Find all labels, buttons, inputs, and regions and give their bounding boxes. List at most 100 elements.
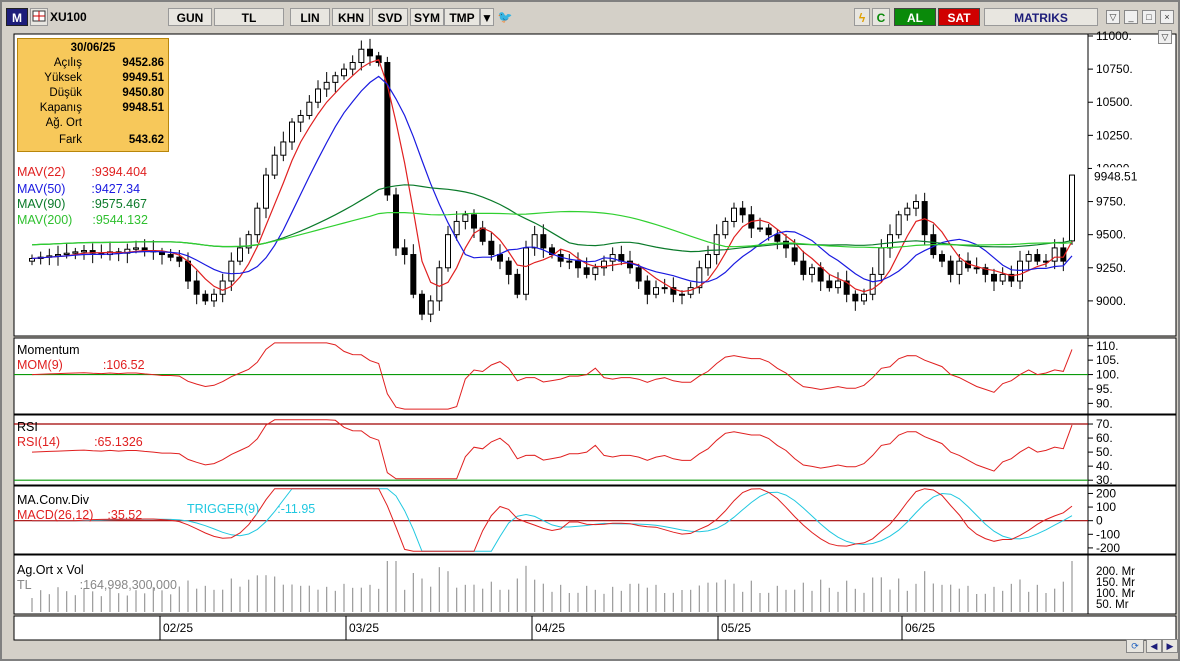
price-tick-label: 9250.	[1096, 261, 1126, 275]
mav200-line	[31, 210, 1073, 249]
volume-value: :164,998,300,000	[79, 578, 177, 592]
candle-body	[878, 247, 885, 275]
grid-icon[interactable]	[30, 8, 48, 26]
rsi-tick-label: 60.	[1096, 431, 1113, 445]
mav50-label: MAV(50)	[17, 182, 66, 196]
candle-body	[575, 260, 581, 269]
candle-body	[193, 280, 200, 295]
info-value: 543.62	[128, 134, 164, 146]
candle-body	[531, 234, 538, 249]
lightning-icon[interactable]: ϟ	[854, 8, 870, 26]
candle-body	[826, 280, 833, 289]
rsi-tick-label: 50.	[1096, 445, 1113, 459]
candle-body	[774, 234, 781, 242]
candle-body	[202, 293, 209, 302]
lin-button[interactable]: LIN	[290, 8, 330, 26]
vol-axis-frame	[1087, 554, 1177, 615]
refresh-icon[interactable]: C	[872, 8, 890, 26]
trigger-value: :-11.95	[277, 502, 316, 516]
khn-button[interactable]: KHN	[332, 8, 370, 26]
mav50-value: :9427.34	[91, 182, 141, 196]
currency-button[interactable]: TL	[214, 8, 284, 26]
candle-body	[254, 207, 261, 236]
x-tick-label: 06/25	[905, 621, 935, 635]
candle-body	[644, 280, 651, 295]
collapse-icon[interactable]: ▽	[1106, 10, 1120, 24]
candle-body	[739, 207, 746, 216]
price-tick-label: 9500.	[1096, 228, 1126, 242]
sync-icon[interactable]: ⟳	[1126, 639, 1144, 653]
candle-body	[1069, 174, 1075, 242]
mav22-value: :9394.404	[91, 165, 147, 179]
candle-body	[852, 293, 859, 302]
matriks-logo-icon[interactable]: M	[6, 8, 28, 26]
candle-body	[887, 234, 893, 249]
candle-body	[419, 293, 425, 315]
info-value: 9948.51	[122, 102, 164, 114]
mav22-line	[31, 59, 1073, 293]
candle-body	[800, 260, 807, 275]
mav90-value: :9575.467	[91, 197, 147, 211]
info-row: Ağ. Ort	[18, 116, 168, 131]
rsi-value: :65.1326	[94, 435, 143, 449]
x-tick-label: 03/25	[349, 621, 379, 635]
candle-body	[219, 280, 226, 295]
mav200-label: MAV(200)	[17, 213, 73, 227]
candle-body	[55, 254, 61, 257]
candle-body	[271, 154, 278, 176]
mav50-line	[31, 75, 1073, 283]
panel-collapse-icon[interactable]: ▽	[1158, 30, 1172, 44]
period-button[interactable]: GUN	[168, 8, 212, 26]
minimize-icon[interactable]: _	[1124, 10, 1138, 24]
maximize-icon[interactable]: □	[1142, 10, 1156, 24]
macd-line	[32, 488, 1073, 552]
sell-button[interactable]: SAT	[938, 8, 980, 26]
macd-tick-label: -200	[1096, 541, 1120, 555]
volume-tick-label: 50. Mr	[1096, 599, 1129, 611]
candle-body	[679, 293, 685, 296]
mom-value: :106.52	[102, 358, 145, 372]
close-icon[interactable]: ×	[1160, 10, 1174, 24]
momentum-tick-label: 95.	[1096, 382, 1113, 396]
sym-button[interactable]: SYM	[410, 8, 444, 26]
candle-body	[471, 214, 477, 229]
dropdown-arrow-icon[interactable]: ▼	[480, 8, 494, 26]
candle-body	[895, 214, 902, 236]
candle-body	[696, 267, 703, 289]
scroll-left-icon[interactable]: ◀	[1146, 639, 1162, 653]
symbol-label[interactable]: XU100	[50, 10, 87, 24]
candle-body	[401, 247, 408, 256]
x-tick-label: 05/25	[721, 621, 751, 635]
price-tick-label: 11000.	[1096, 30, 1132, 43]
candle-body	[791, 247, 798, 262]
price-plot-frame	[13, 33, 1089, 337]
mav200-legend: MAV(200):9544.132	[17, 213, 148, 227]
candle-body	[497, 254, 503, 262]
twitter-icon[interactable]: 🐦	[496, 8, 514, 26]
info-label: Ağ. Ort	[45, 117, 82, 129]
candle-body	[323, 81, 330, 90]
volume-tick-label: 100. Mr	[1096, 588, 1135, 600]
rsi-tick-label: 40.	[1096, 459, 1113, 473]
candle-body	[29, 258, 35, 262]
rsi-title: RSI	[17, 420, 38, 434]
info-value: 9450.80	[122, 87, 164, 99]
candle-body	[81, 250, 87, 253]
candle-body	[566, 260, 573, 263]
info-row: Fark 543.62	[18, 133, 168, 148]
info-label: Düşük	[49, 87, 82, 99]
candle-body	[436, 267, 443, 302]
x-axis: 02/25 03/25 04/25 05/25 06/25	[13, 615, 1177, 641]
momentum-tick-label: 90.	[1096, 396, 1113, 410]
candle-body	[211, 293, 217, 302]
buy-button[interactable]: AL	[894, 8, 936, 26]
x-axis-frame	[13, 615, 1177, 641]
candle-body	[731, 207, 737, 222]
ohlc-info-box: 30/06/25 Açılış 9452.86 Yüksek 9949.51 Düş…	[17, 38, 169, 152]
svd-button[interactable]: SVD	[372, 8, 408, 26]
mav22-label: MAV(22)	[17, 165, 66, 179]
tmp-button[interactable]: TMP	[444, 8, 480, 26]
scroll-right-icon[interactable]: ▶	[1162, 639, 1178, 653]
macd-tick-label: 0	[1096, 514, 1103, 528]
